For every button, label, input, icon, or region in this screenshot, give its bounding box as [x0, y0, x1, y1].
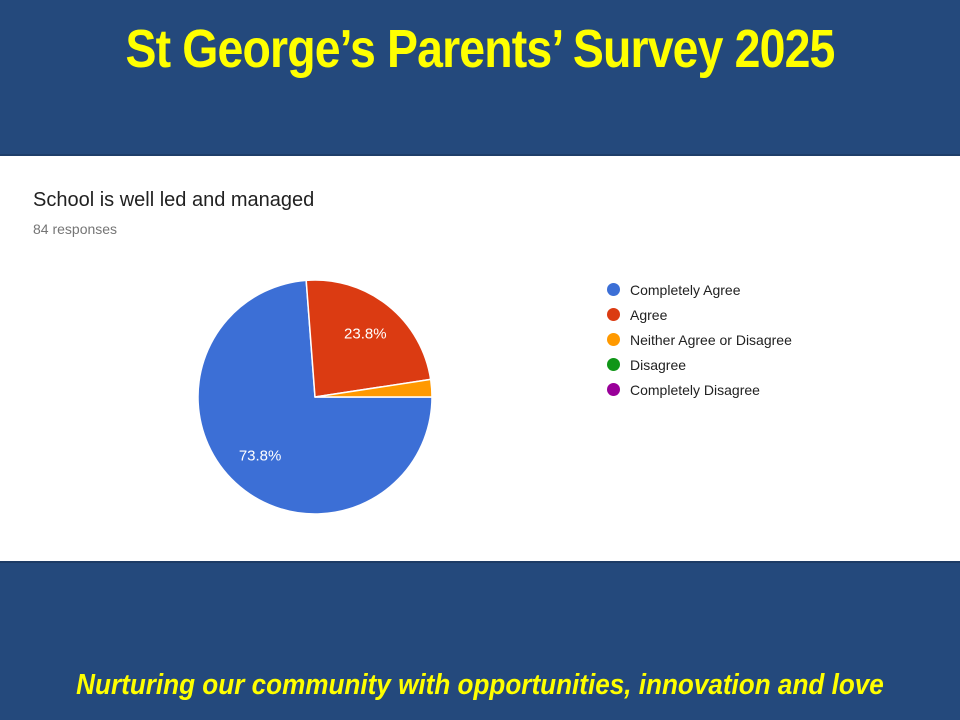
legend-swatch-icon [607, 308, 620, 321]
slide-title: St George’s Parents’ Survey 2025 [125, 19, 835, 79]
pie-slice-agree [305, 279, 432, 398]
legend-swatch-icon [607, 383, 620, 396]
legend-item-disagree: Disagree [607, 352, 792, 377]
legend-swatch-icon [607, 333, 620, 346]
chart-title: School is well led and managed [33, 189, 315, 211]
legend-label: Agree [630, 306, 668, 323]
pie-chart: 73.8% 23.8% [197, 279, 433, 515]
legend-label: Completely Agree [630, 281, 741, 298]
legend-swatch-icon [607, 358, 620, 371]
legend-label: Completely Disagree [630, 381, 760, 398]
pie-slice-label: 73.8% [239, 448, 282, 465]
legend-label: Disagree [630, 356, 687, 373]
pie-slice-neither-agree-or-disagree [314, 378, 433, 398]
header-band: St George’s Parents’ Survey 2025 [0, 0, 960, 156]
legend-label: Neither Agree or Disagree [630, 331, 792, 348]
pie-slice-label: 23.8% [344, 325, 387, 342]
chart-legend: Completely Agree Agree Neither Agree or Di… [607, 277, 792, 402]
footer-band: Nurturing our community with opportuniti… [0, 561, 960, 720]
legend-item-completely-agree: Completely Agree [607, 277, 792, 302]
legend-swatch-icon [607, 283, 620, 296]
legend-item-agree: Agree [607, 302, 792, 327]
responses-count: 84 responses [33, 221, 118, 237]
legend-item-completely-disagree: Completely Disagree [607, 377, 792, 402]
footer-tagline: Nurturing our community with opportuniti… [76, 669, 884, 701]
legend-item-neither-agree-or-disagree: Neither Agree or Disagree [607, 327, 792, 352]
